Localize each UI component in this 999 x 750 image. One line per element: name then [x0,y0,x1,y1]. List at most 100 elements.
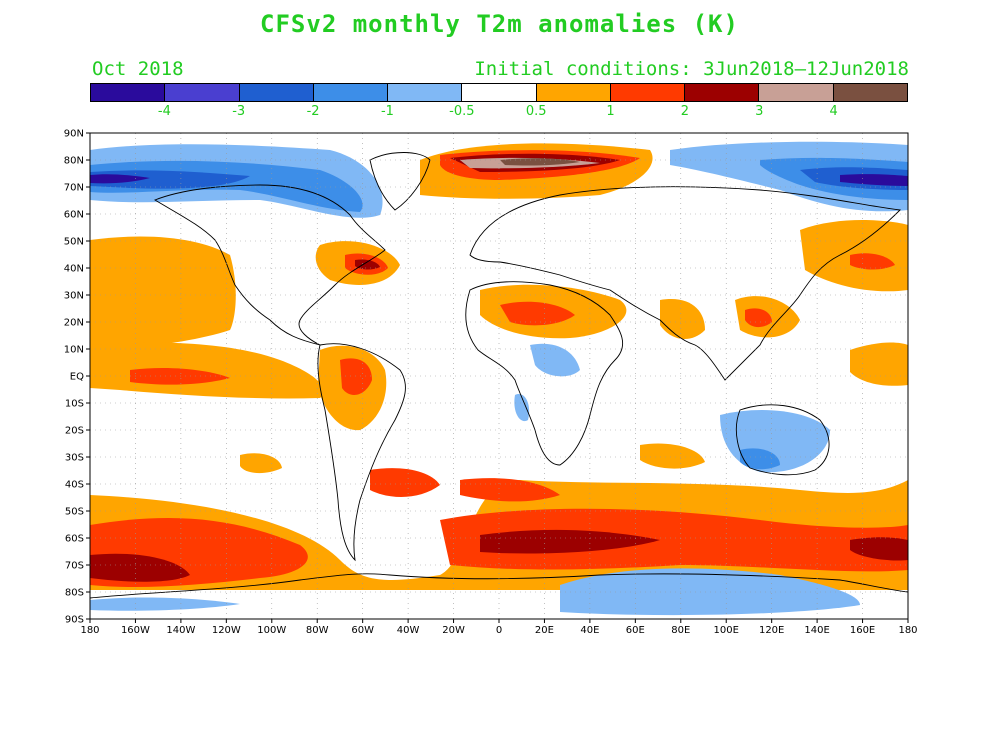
anomaly-region [850,537,908,561]
colorbar-swatch [685,84,760,101]
latitude-label: 50N [64,237,84,248]
coastline-africa [465,281,624,466]
longitude-label: 180 [898,625,917,636]
colorbar-swatch [462,84,537,101]
longitude-label: 20W [442,625,465,636]
anomaly-region [660,299,705,340]
latitude-label: 10N [64,345,84,356]
anomaly-region [850,342,908,386]
latitude-label: 20S [65,426,84,437]
coastline-australia [735,404,830,476]
colorbar [90,83,908,102]
longitude-label: 100E [714,625,739,636]
latitude-label: 90S [65,615,84,626]
coastline-eurasia [469,186,901,381]
longitude-label: 40E [580,625,599,636]
latitude-label: 70N [64,183,84,194]
latitude-label: 70S [65,561,84,572]
map-frame [89,132,909,620]
latitude-label: EQ [70,372,84,383]
longitude-label: 80E [671,625,690,636]
anomaly-region [440,508,908,572]
longitude-label: 60W [351,625,374,636]
colorbar-tick-label: 2 [680,104,690,119]
latitude-label: 60S [65,534,84,545]
latitude-label: 30S [65,453,84,464]
anomaly-region [840,174,908,186]
longitude-label: 180 [80,625,99,636]
anomaly-region [745,308,772,328]
colorbar-tick-label: -1 [380,104,394,119]
longitude-label: 120W [212,625,241,636]
longitude-label: 160E [850,625,875,636]
colorbar-tick-label: 0.5 [525,104,547,119]
colorbar-swatch [165,84,240,101]
latitude-label: 30N [64,291,84,302]
colorbar-tick-label: -4 [157,104,171,119]
longitude-label: 160W [121,625,150,636]
colorbar-tick-label: 4 [829,104,838,119]
coastlines [90,152,908,599]
anomaly-region [90,236,236,350]
colorbar-tick-label: 1 [606,104,615,119]
longitude-label: 140W [166,625,195,636]
anomaly-region [90,597,240,611]
initial-conditions-label: Initial conditions: 3Jun2018–12Jun2018 [474,58,909,80]
anomaly-region [90,342,324,399]
longitude-label: 60E [626,625,645,636]
graticule [86,132,909,623]
latitude-label: 90N [64,129,84,140]
anomaly-region [514,394,530,422]
longitude-label: 0 [496,625,502,636]
coastline-south-america [317,343,406,562]
colorbar-swatch [536,84,611,101]
anomaly-region [500,301,575,326]
colorbar-swatch [610,84,686,101]
anomaly-region [480,529,660,554]
map-title: CFSv2 monthly T2m anomalies (K) [260,10,739,38]
colorbar-swatch [91,84,166,101]
anomaly-region [355,259,380,270]
anomaly-field [90,141,908,616]
anomaly-region [340,358,372,395]
longitude-label: 20E [535,625,554,636]
latitude-labels: 90N 80N 70N 60N 50N 40N 30N 20N 10N EQ 10S 20S 30S 40… [64,129,84,626]
longitude-label: 100W [257,625,286,636]
anomaly-region [850,253,895,270]
anomaly-region [90,553,190,582]
anomaly-region [370,468,440,497]
anomaly-region [740,448,780,470]
latitude-label: 80S [65,588,84,599]
coastline-north-america [153,184,386,346]
latitude-label: 60N [64,210,84,221]
latitude-label: 10S [65,399,84,410]
longitude-label: 40W [397,625,420,636]
longitude-label: 80W [306,625,329,636]
latitude-label: 40N [64,264,84,275]
colorbar-tick-label: 3 [755,104,764,119]
latitude-label: 20N [64,318,84,329]
colorbar-swatch [388,84,463,101]
longitude-label: 140E [804,625,829,636]
colorbar-swatch [313,84,389,101]
coastline-antarctica [90,573,908,599]
latitude-label: 50S [65,507,84,518]
latitude-label: 80N [64,156,84,167]
anomaly-region [90,170,250,189]
colorbar-swatch [833,84,907,101]
valid-month-label: Oct 2018 [92,58,184,80]
latitude-label: 40S [65,480,84,491]
colorbar-tick-label: -0.5 [449,104,475,119]
colorbar-tick-label: -3 [232,104,246,119]
colorbar-swatch [239,84,314,101]
anomaly-region [130,367,230,385]
colorbar-swatch [759,84,834,101]
anomaly-region [90,174,150,184]
anomaly-region [530,343,580,377]
anomaly-region [640,443,705,469]
colorbar-tick-label: -2 [306,104,320,119]
longitude-label: 120E [759,625,784,636]
coastline-greenland [369,152,431,211]
longitude-labels: 180 160W 140W 120W 100W 80W 60W 40W 20W 0 20E 40E 60… [80,625,917,636]
